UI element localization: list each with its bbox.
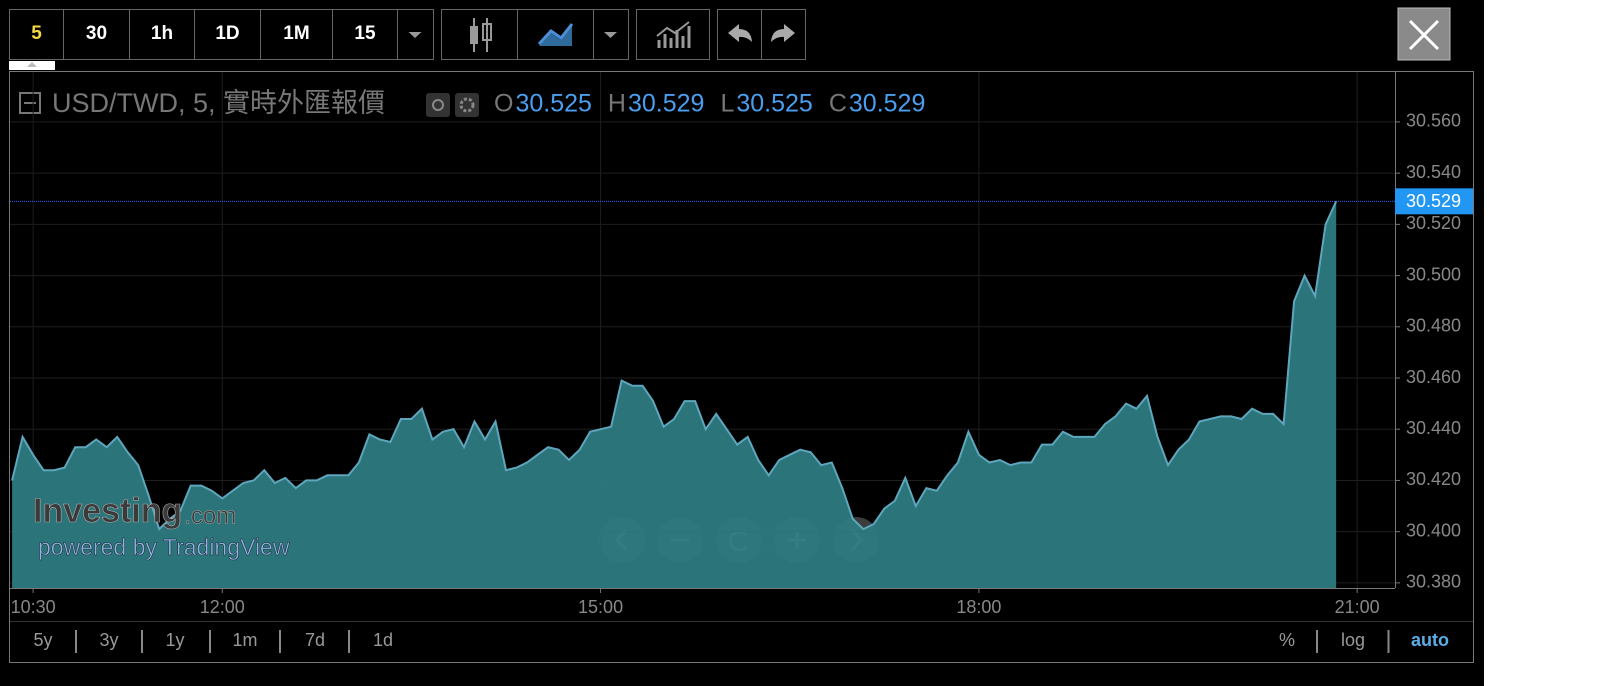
icon	[537, 23, 574, 46]
ohlc-value: 30.529	[849, 90, 925, 118]
redo-button[interactable]	[761, 9, 806, 60]
collapse-icon[interactable]	[19, 92, 41, 114]
y-tick-label: 30.380	[1406, 572, 1461, 592]
y-tick-label: 30.440	[1406, 418, 1461, 438]
y-tick-label: 30.420	[1406, 469, 1461, 489]
icon	[604, 32, 617, 38]
interval-button-bg[interactable]	[129, 9, 195, 60]
interval-button[interactable]: 30	[63, 9, 130, 60]
x-tick-label: 12:00	[200, 597, 245, 617]
icon	[728, 24, 752, 42]
plot-area	[10, 72, 1395, 588]
close-icon	[1408, 19, 1440, 51]
y-tick-label: 30.460	[1406, 367, 1461, 387]
ohlc-value: 30.525	[515, 90, 591, 118]
scale-button[interactable]: log	[1341, 630, 1365, 650]
interval-label: 5	[31, 23, 42, 44]
y-tick-label: 30.540	[1406, 162, 1461, 182]
ohlc-key: H	[608, 90, 626, 118]
indicators-button[interactable]	[636, 9, 710, 60]
area-line	[11, 200, 1338, 531]
interval-button[interactable]: 1h	[129, 9, 195, 60]
interval-button-bg[interactable]	[260, 9, 333, 60]
y-tick-label: 30.500	[1406, 264, 1461, 284]
icon	[408, 32, 422, 38]
interval-button-bg[interactable]	[63, 9, 130, 60]
interval-label: 1h	[151, 23, 173, 44]
interval-button[interactable]: 1M	[260, 9, 333, 60]
undo-button[interactable]	[717, 9, 762, 60]
icon	[470, 26, 478, 44]
price-label: 30.529	[1406, 191, 1461, 211]
watermark-powered: powered by TradingView	[38, 534, 290, 560]
interval-button-bg[interactable]	[194, 9, 261, 60]
scale-button[interactable]: %	[1279, 630, 1295, 650]
tool-button[interactable]	[636, 9, 710, 60]
range-button[interactable]: 3y	[99, 630, 118, 650]
settings-icon[interactable]	[455, 93, 479, 117]
y-tick-label: 30.520	[1406, 213, 1461, 233]
ohlc-value: 30.529	[628, 90, 704, 118]
icon	[432, 99, 444, 111]
interval-label: 1M	[283, 23, 309, 44]
y-tick-label: 30.400	[1406, 520, 1461, 540]
range-button[interactable]: 1d	[373, 630, 393, 650]
side-blank	[1484, 0, 1600, 686]
interval-button[interactable]: 1D	[194, 9, 261, 60]
interval-label: 15	[354, 23, 376, 44]
chart-frame	[9, 71, 1474, 663]
ohlc-value: 30.525	[736, 90, 812, 118]
interval-button-bg[interactable]	[332, 9, 398, 60]
icon	[656, 21, 690, 37]
scale-button[interactable]: auto	[1411, 630, 1449, 650]
icon	[657, 26, 691, 48]
y-tick-label: 30.480	[1406, 316, 1461, 336]
x-tick-label: 15:00	[578, 597, 623, 617]
interval-label: 30	[86, 23, 107, 44]
ohlc-key: O	[494, 90, 513, 118]
interval-label: 1D	[215, 23, 239, 44]
watermark-brand: Investing	[33, 492, 182, 530]
icon	[771, 24, 795, 42]
watermark-domain: .com	[184, 502, 236, 529]
range-button[interactable]: 5y	[33, 630, 52, 650]
chart-type-candles[interactable]	[441, 9, 518, 60]
ohlc-key: C	[829, 90, 847, 118]
chart-type-area[interactable]	[517, 9, 629, 60]
range-button[interactable]: 1m	[232, 630, 257, 650]
icon	[482, 23, 492, 41]
eye-icon[interactable]	[426, 93, 450, 117]
price-label-bg	[1395, 188, 1473, 215]
interval-button[interactable]: 15	[332, 9, 398, 60]
tool-button[interactable]	[441, 9, 518, 60]
x-tick-label: 21:00	[1335, 597, 1380, 617]
icon	[539, 26, 572, 46]
y-tick-label: 30.560	[1406, 111, 1461, 131]
x-tick-label: 10:30	[11, 597, 56, 617]
area-fill	[12, 201, 1337, 588]
icon	[27, 62, 37, 67]
close-button[interactable]	[1397, 7, 1451, 61]
range-button[interactable]: 7d	[305, 630, 325, 650]
x-tick-label: 18:00	[956, 597, 1001, 617]
icon	[459, 97, 475, 113]
symbol-title: USD/TWD, 5, 實時外匯報價	[52, 88, 385, 118]
interval-button[interactable]: 5	[9, 9, 64, 60]
range-button[interactable]: 1y	[165, 630, 184, 650]
ohlc-key: L	[720, 90, 734, 118]
interval-button-bg[interactable]	[9, 9, 64, 60]
